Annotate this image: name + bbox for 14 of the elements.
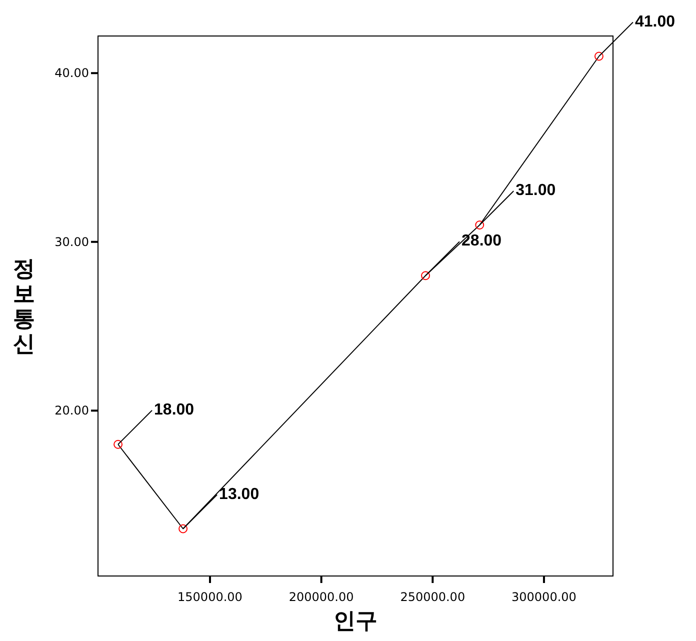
data-label: 13.00 [219, 486, 260, 503]
data-label: 31.00 [516, 182, 556, 199]
y-tick-label: 20.00 [54, 404, 89, 418]
x-tick-label: 300000.00 [512, 590, 576, 604]
x-axis-title: 인구 [334, 609, 378, 634]
data-label: 41.00 [634, 13, 676, 30]
y-tick-label: 30.00 [54, 234, 89, 249]
y-axis-title: 정보통신 [13, 257, 35, 357]
y-tick-label: 40.00 [54, 66, 89, 80]
x-tick-label: 200000.00 [288, 590, 354, 604]
x-tick-label: 150000.00 [178, 590, 242, 604]
data-label: 28.00 [462, 232, 502, 250]
data-label: 18.00 [154, 401, 194, 418]
x-tick-label: 250000.00 [400, 590, 466, 604]
